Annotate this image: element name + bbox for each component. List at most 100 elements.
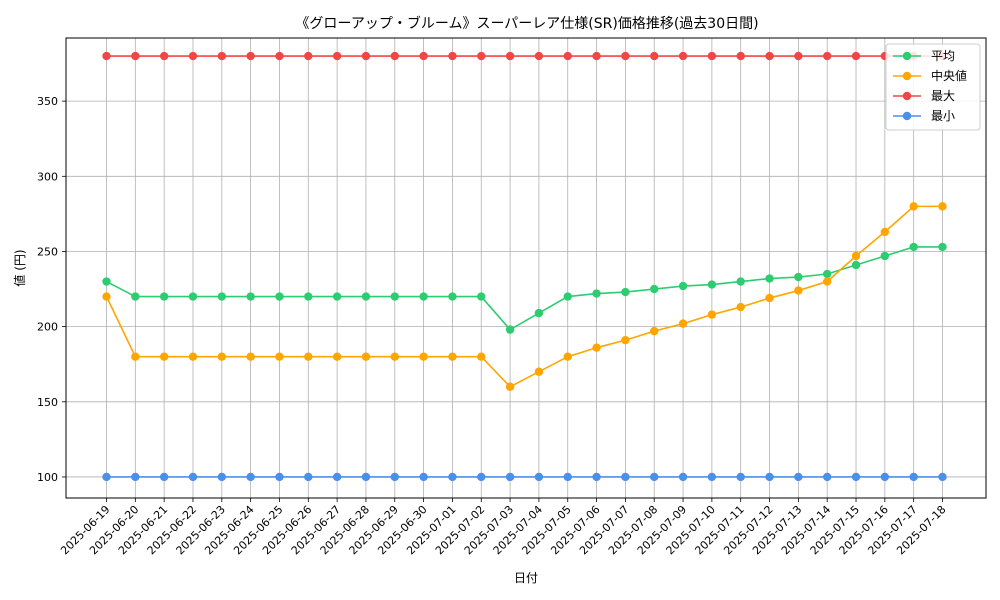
legend-label: 平均 (931, 49, 955, 63)
data-point (332, 472, 342, 482)
data-point (534, 51, 544, 61)
data-point (650, 472, 659, 482)
data-point (390, 472, 399, 482)
data-point (592, 289, 601, 298)
data-point (448, 472, 457, 482)
data-point (534, 308, 544, 318)
data-point (851, 251, 861, 261)
legend-swatch-marker (902, 111, 912, 121)
data-point (304, 472, 313, 482)
data-point (909, 202, 918, 211)
data-point (621, 51, 630, 61)
data-point (246, 352, 255, 361)
data-point (736, 51, 745, 61)
y-axis-label: 値 (円) (12, 249, 27, 286)
data-point (217, 292, 227, 301)
data-point (159, 352, 169, 361)
data-point (188, 352, 198, 361)
legend-swatch-marker (902, 71, 912, 81)
data-point (880, 472, 890, 482)
data-point (794, 272, 803, 282)
data-point (217, 352, 227, 361)
data-point (102, 472, 111, 482)
series-line (105, 205, 943, 388)
series-layer (102, 51, 947, 482)
series-2 (102, 51, 947, 61)
data-point (534, 472, 544, 482)
data-point (736, 472, 745, 482)
data-point (938, 202, 947, 211)
data-point (304, 352, 313, 361)
data-point (938, 472, 947, 482)
data-point (563, 292, 572, 301)
data-point (851, 51, 861, 61)
y-tick-label: 150 (37, 396, 58, 409)
data-point (592, 343, 601, 352)
data-point (131, 51, 140, 61)
data-point (448, 352, 457, 361)
data-point (246, 472, 255, 482)
data-point (505, 382, 515, 391)
series-3 (102, 472, 947, 482)
data-point (707, 310, 717, 319)
data-point (131, 292, 140, 301)
x-axis-label: 日付 (514, 571, 538, 585)
data-point (188, 472, 198, 482)
data-point (246, 51, 255, 61)
data-point (678, 319, 688, 328)
data-point (361, 472, 371, 482)
data-point (707, 51, 717, 61)
data-point (650, 284, 659, 294)
data-point (419, 472, 428, 482)
data-point (304, 51, 313, 61)
data-point (275, 472, 284, 482)
data-point (765, 274, 774, 283)
data-point (794, 472, 803, 482)
data-point (131, 472, 140, 482)
data-point (505, 472, 515, 482)
data-point (159, 292, 169, 301)
data-point (304, 292, 313, 301)
data-point (275, 292, 284, 301)
series-1 (102, 202, 947, 391)
data-point (159, 51, 169, 61)
data-point (822, 269, 832, 279)
series-line (106, 246, 943, 331)
data-point (188, 292, 198, 301)
data-point (102, 51, 111, 61)
data-point (621, 472, 630, 482)
data-point (736, 277, 745, 286)
y-axis: 100 150 200 250 300 350 (37, 95, 66, 484)
data-point (477, 292, 486, 301)
data-point (592, 51, 601, 61)
data-point (678, 51, 688, 61)
y-tick-label: 200 (37, 321, 58, 334)
data-point (650, 51, 659, 61)
data-point (505, 325, 515, 334)
data-point (822, 472, 832, 482)
data-point (217, 472, 227, 482)
y-tick-label: 250 (37, 245, 58, 258)
data-point (765, 293, 774, 303)
data-point (159, 472, 169, 482)
data-point (938, 242, 947, 252)
data-point (477, 352, 486, 361)
data-point (361, 292, 371, 301)
data-point (419, 352, 428, 361)
data-point (880, 251, 890, 261)
data-point (880, 227, 890, 237)
data-point (448, 51, 457, 61)
legend-swatch-marker (902, 91, 912, 101)
legend-label: 最小 (931, 109, 955, 123)
data-point (390, 352, 399, 361)
data-point (102, 277, 111, 286)
data-point (678, 281, 688, 291)
data-point (563, 472, 572, 482)
data-point (448, 292, 457, 301)
data-point (419, 51, 428, 61)
data-point (505, 51, 515, 61)
data-point (477, 472, 486, 482)
data-point (361, 51, 371, 61)
data-point (563, 352, 572, 361)
